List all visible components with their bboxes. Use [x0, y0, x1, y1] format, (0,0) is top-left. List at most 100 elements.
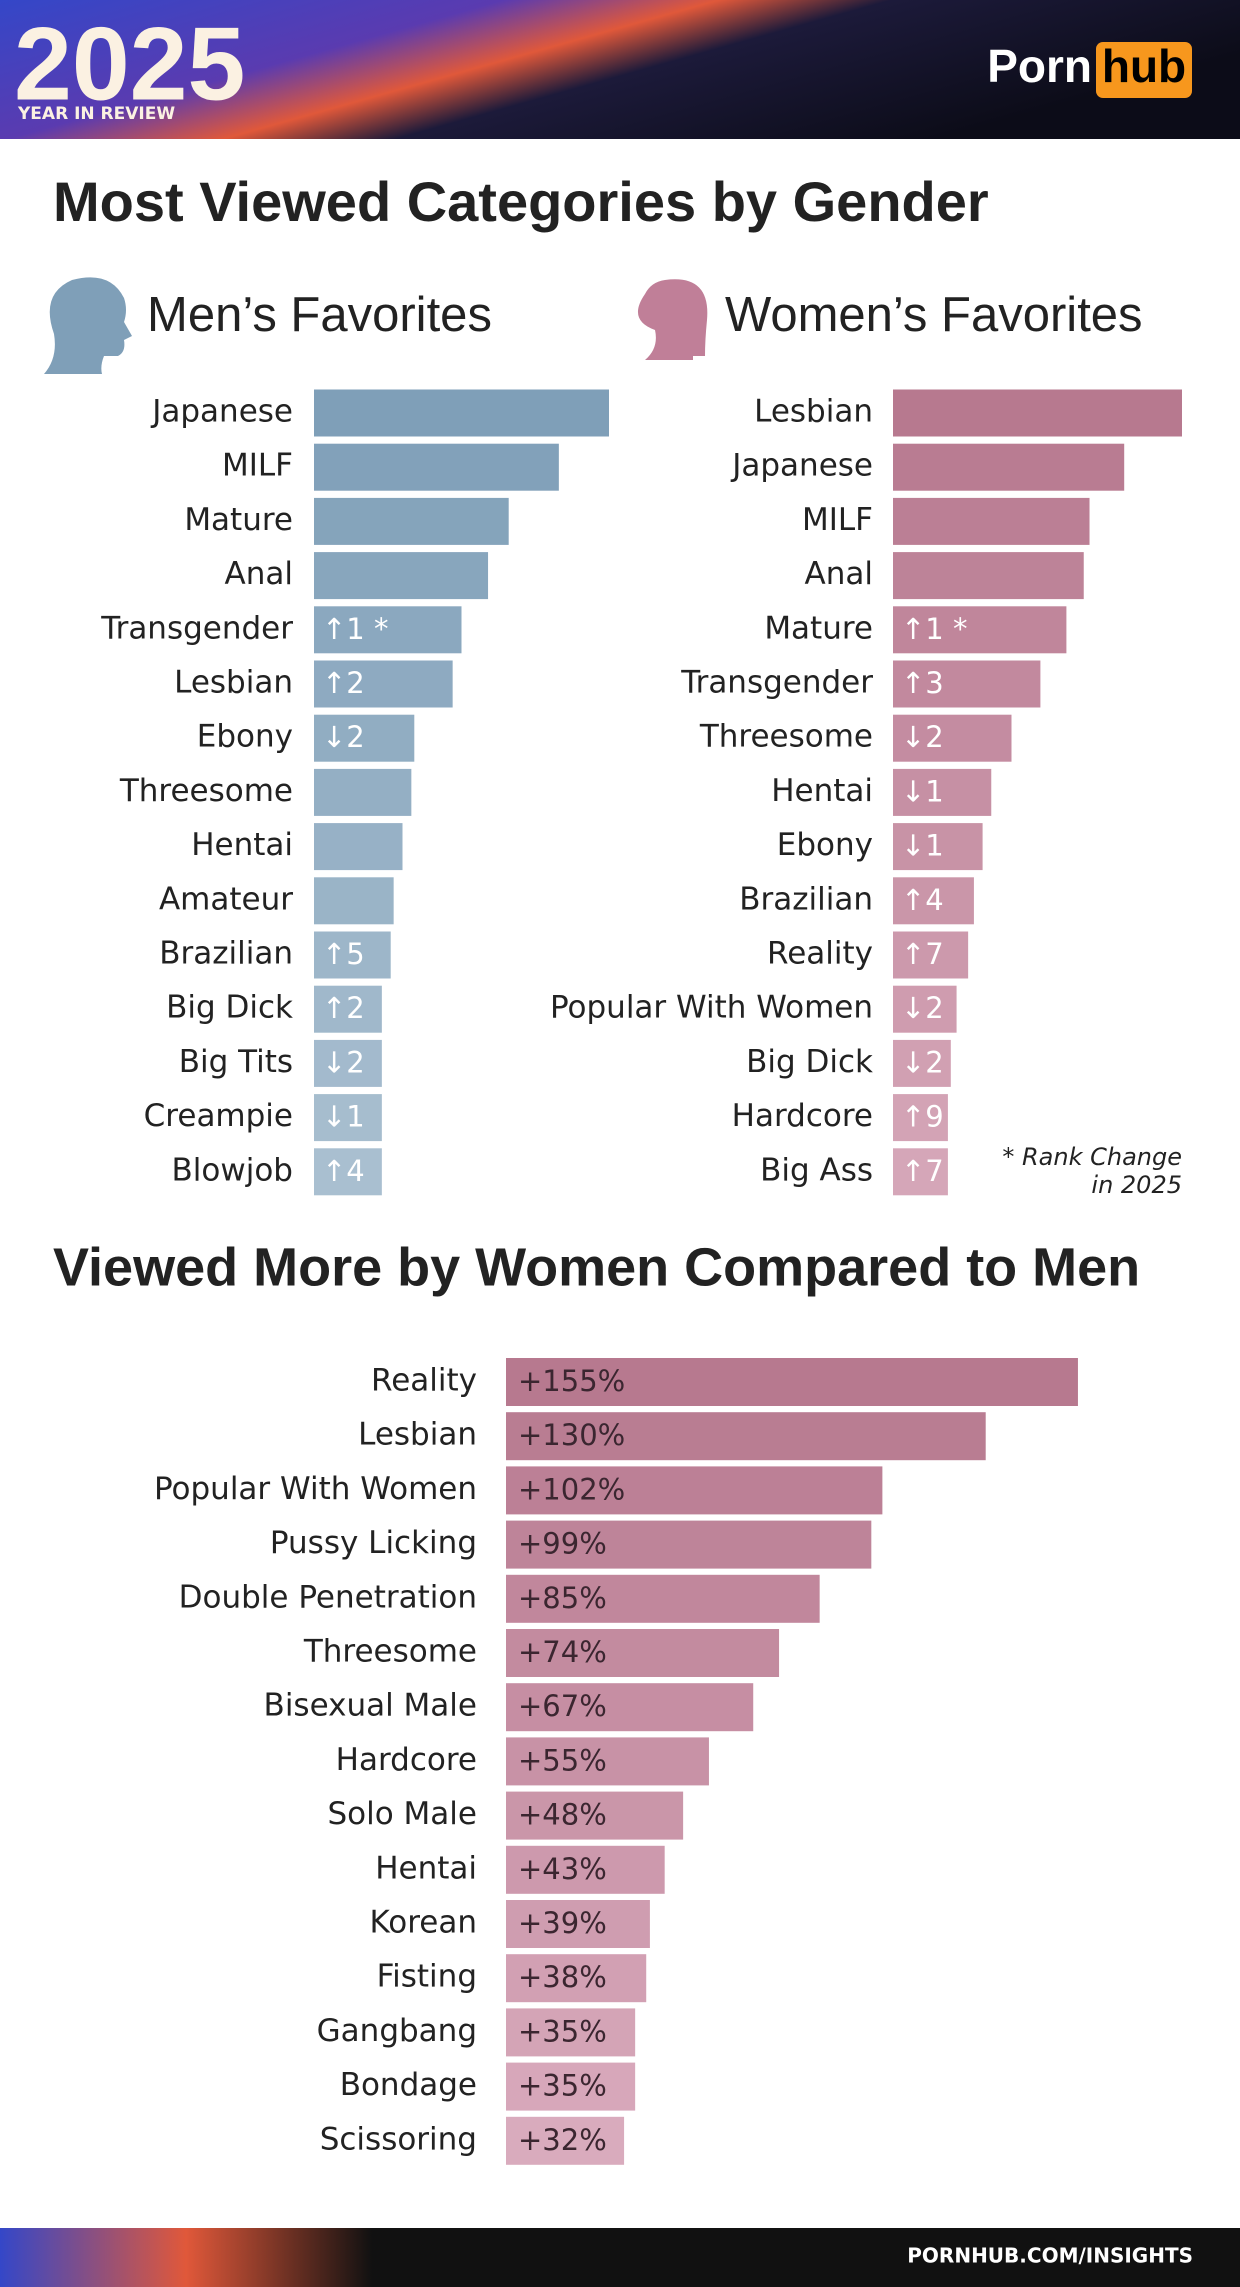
bar [506, 1683, 754, 1732]
bar [314, 552, 489, 600]
value-label: +55% [518, 1743, 607, 1777]
value-label: +32% [518, 2123, 607, 2157]
bar [506, 1791, 684, 1840]
category-label: Hardcore [336, 1742, 477, 1778]
bar [506, 1520, 872, 1569]
value-label: +39% [518, 1906, 607, 1940]
category-label: Big Dick [166, 990, 293, 1026]
rank-change: ↓1 [901, 829, 944, 863]
category-label: Scissoring [320, 2121, 477, 2157]
bar [893, 714, 1012, 762]
bar [314, 714, 415, 762]
bar [506, 1954, 647, 2003]
header-band [0, 0, 1240, 139]
bar [314, 823, 403, 871]
logo-box [1096, 42, 1192, 98]
category-label: Creampie [144, 1098, 293, 1134]
rank-change: ↑1 * [322, 612, 388, 646]
bar [893, 1039, 951, 1087]
bar [314, 443, 559, 491]
rank-change: ↑3 [901, 666, 944, 700]
year: 2025 [14, 6, 245, 122]
bar [314, 931, 391, 979]
bar [314, 606, 462, 654]
category-label: Solo Male [327, 1796, 477, 1832]
category-label: Blowjob [172, 1152, 293, 1188]
rank-change: ↑5 [322, 937, 365, 971]
rank-change: ↓2 [322, 720, 365, 754]
value-label: +74% [518, 1635, 607, 1669]
bar [893, 877, 974, 925]
bar [314, 985, 382, 1033]
footer-band [0, 2228, 1240, 2287]
rank-change: ↑9 [901, 1100, 944, 1134]
rank-change: ↑4 [901, 883, 944, 917]
category-label: Threesome [699, 719, 873, 755]
category-label: Anal [225, 556, 293, 592]
bar [893, 931, 969, 979]
category-label: Lesbian [358, 1417, 477, 1453]
category-label: Transgender [100, 610, 293, 646]
rank-change: ↓1 [901, 774, 944, 808]
category-label: Ebony [777, 827, 873, 863]
category-label: Bondage [340, 2067, 477, 2103]
category-label: Ebony [197, 719, 293, 755]
rank-change: ↓2 [322, 1045, 365, 1079]
category-label: Hardcore [732, 1098, 873, 1134]
bar [506, 2008, 636, 2057]
female-icon [637, 279, 725, 360]
category-label: Amateur [159, 881, 293, 917]
rank-change: ↓2 [901, 1045, 944, 1079]
bar [893, 1094, 948, 1142]
category-label: MILF [802, 502, 873, 538]
value-label: +130% [518, 1418, 625, 1452]
category-label: Brazilian [739, 881, 873, 917]
category-label: Lesbian [754, 394, 873, 430]
bar [314, 660, 453, 708]
bar [506, 1574, 820, 1623]
value-label: +38% [518, 1960, 607, 1994]
rank-change: ↑7 [901, 937, 944, 971]
bar [314, 768, 412, 816]
value-label: +155% [518, 1364, 625, 1398]
category-label: Reality [767, 936, 873, 972]
chart-title: Men’s Favorites [147, 288, 492, 342]
bar [506, 1737, 709, 1786]
category-label: Transgender [680, 665, 873, 701]
bar [506, 2116, 625, 2165]
bar [506, 1845, 665, 1894]
bar [314, 1148, 382, 1196]
logo-left: Porn [987, 40, 1092, 92]
category-label: Hentai [191, 827, 293, 863]
category-label: Popular With Women [154, 1471, 477, 1507]
category-label: Korean [369, 1905, 477, 1941]
category-label: Reality [371, 1363, 477, 1399]
bar [506, 1466, 883, 1515]
bar [893, 823, 983, 871]
rank-change: ↓2 [901, 991, 944, 1025]
bar [893, 389, 1182, 437]
bar [314, 1039, 382, 1087]
category-label: Japanese [730, 448, 873, 484]
rank-change: ↑7 [901, 1154, 944, 1188]
bar [893, 1148, 948, 1196]
category-label: Lesbian [174, 665, 293, 701]
bar [893, 768, 992, 816]
rank-change: ↑2 [322, 991, 365, 1025]
category-label: Mature [764, 610, 873, 646]
bar [893, 497, 1090, 545]
rank-change: ↓1 [322, 1100, 365, 1134]
category-label: MILF [222, 448, 293, 484]
rank-change: ↑2 [322, 666, 365, 700]
category-label: Double Penetration [179, 1579, 477, 1615]
bar [314, 877, 394, 925]
footer-link: PORNHUB.COM/INSIGHTS [907, 2244, 1193, 2268]
bar [506, 1412, 986, 1461]
category-label: Mature [184, 502, 293, 538]
bar [506, 2062, 636, 2111]
bar [314, 1094, 382, 1142]
category-label: Big Dick [746, 1044, 873, 1080]
bar [506, 1629, 780, 1677]
bar [893, 660, 1041, 708]
value-label: +35% [518, 2069, 607, 2103]
